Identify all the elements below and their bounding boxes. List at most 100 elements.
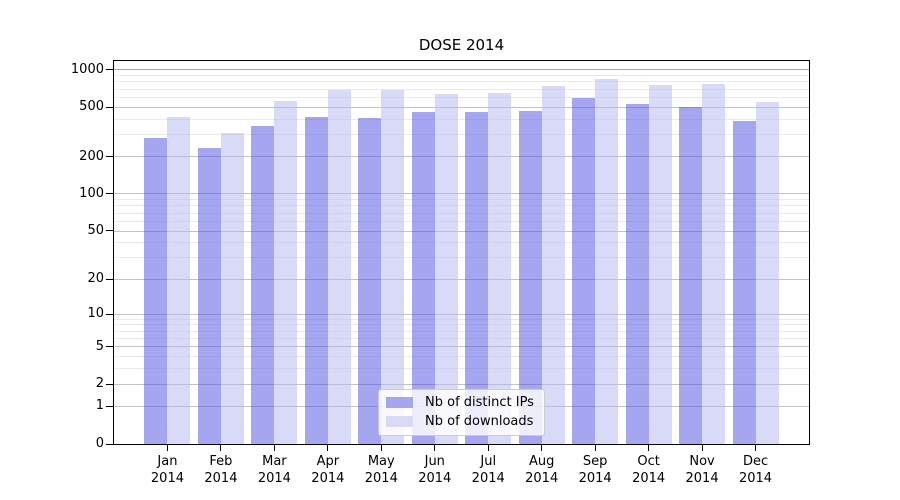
y-tick-label: 50 [87, 222, 104, 238]
plot-area [113, 60, 810, 445]
bar-distinct-ips-sep [572, 98, 596, 444]
y-tick-label: 5 [95, 338, 104, 354]
x-tick-mark [594, 444, 596, 451]
major-gridline [114, 230, 809, 232]
bar-downloads-apr [327, 89, 351, 444]
x-tick-label: Sep 2014 [565, 453, 625, 487]
y-tick-mark [106, 383, 113, 385]
x-tick-month: Jan [157, 454, 178, 469]
x-tick-month: May [367, 454, 395, 469]
x-tick-year: 2014 [204, 471, 238, 486]
y-tick-label: 20 [87, 271, 104, 287]
x-tick-label: Oct 2014 [619, 453, 679, 487]
y-tick-mark [106, 346, 113, 348]
major-gridline [114, 69, 809, 71]
y-tick-mark [106, 443, 113, 445]
x-tick-label: Dec 2014 [726, 453, 786, 487]
x-tick-mark [487, 444, 489, 451]
minor-gridline [114, 324, 809, 326]
x-tick-year: 2014 [150, 471, 184, 486]
x-tick-month: Dec [742, 454, 769, 469]
x-tick-label: Jul 2014 [458, 453, 518, 487]
legend-label-downloads: Nb of downloads [425, 414, 534, 429]
bar-downloads-jul [488, 93, 512, 444]
bar-downloads-aug [541, 86, 565, 444]
x-tick-label: Nov 2014 [672, 453, 732, 487]
y-tick-mark [106, 69, 113, 71]
x-tick-year: 2014 [311, 471, 345, 486]
x-tick-label: Apr 2014 [298, 453, 358, 487]
y-tick-mark [106, 106, 113, 108]
x-tick-month: Sep [582, 454, 608, 469]
y-tick-label: 10 [87, 306, 104, 322]
bar-downloads-jun [434, 93, 458, 444]
bar-distinct-ips-oct [625, 104, 649, 444]
minor-gridline [114, 330, 809, 332]
y-tick-mark [106, 405, 113, 407]
bar-distinct-ips-jun [411, 111, 435, 444]
major-gridline [114, 346, 809, 348]
x-tick-mark [327, 444, 329, 451]
x-tick-mark [273, 444, 275, 451]
y-tick-label: 100 [79, 185, 104, 201]
major-gridline [114, 383, 809, 385]
x-tick-label: Aug 2014 [512, 453, 572, 487]
major-gridline [114, 193, 809, 195]
bar-distinct-ips-aug [518, 110, 542, 444]
bar-distinct-ips-nov [679, 107, 703, 444]
minor-gridline [114, 338, 809, 340]
minor-gridline [114, 242, 809, 244]
y-tick-mark [106, 313, 113, 315]
bar-distinct-ips-jul [465, 112, 489, 444]
x-tick-mark [541, 444, 543, 451]
major-gridline [114, 156, 809, 158]
x-tick-mark [220, 444, 222, 451]
x-tick-month: Nov [689, 454, 715, 469]
x-tick-year: 2014 [525, 471, 559, 486]
minor-gridline [114, 356, 809, 358]
x-tick-mark [701, 444, 703, 451]
minor-gridline [114, 368, 809, 370]
minor-gridline [114, 81, 809, 83]
x-tick-label: Jun 2014 [405, 453, 465, 487]
y-tick-label: 1 [95, 398, 104, 414]
legend: Nb of distinct IPs Nb of downloads [378, 389, 545, 436]
bar-downloads-nov [702, 83, 726, 444]
x-tick-label: Mar 2014 [244, 453, 304, 487]
minor-gridline [114, 257, 809, 259]
y-tick-label: 200 [79, 148, 104, 164]
bar-distinct-ips-mar [251, 125, 275, 444]
x-tick-year: 2014 [257, 471, 291, 486]
minor-gridline [114, 318, 809, 320]
y-tick-label: 500 [79, 99, 104, 115]
bar-distinct-ips-jan [144, 137, 168, 444]
legend-entry-downloads: Nb of downloads [386, 414, 534, 429]
bar-distinct-ips-feb [197, 148, 221, 444]
y-tick-mark [106, 193, 113, 195]
y-tick-mark [106, 230, 113, 232]
x-tick-month: Oct [637, 454, 660, 469]
x-tick-year: 2014 [685, 471, 719, 486]
bar-distinct-ips-apr [304, 116, 328, 444]
x-tick-mark [648, 444, 650, 451]
bar-downloads-oct [648, 84, 672, 444]
y-tick-label: 1000 [70, 61, 104, 77]
bar-downloads-sep [595, 78, 619, 444]
minor-gridline [114, 118, 809, 120]
x-tick-label: Feb 2014 [191, 453, 251, 487]
chart-title: DOSE 2014 [418, 36, 505, 54]
minor-gridline [114, 134, 809, 136]
x-tick-mark [434, 444, 436, 451]
major-gridline [114, 278, 809, 280]
bar-downloads-dec [755, 101, 779, 444]
bar-downloads-mar [274, 100, 298, 444]
y-tick-mark [106, 156, 113, 158]
legend-swatch-downloads-icon [386, 416, 413, 427]
y-tick-label: 2 [95, 376, 104, 392]
major-gridline [114, 313, 809, 315]
x-tick-month: Jun [424, 454, 445, 469]
x-tick-label: May 2014 [351, 453, 411, 487]
legend-label-distinct-ips: Nb of distinct IPs [425, 395, 534, 410]
minor-gridline [114, 96, 809, 98]
